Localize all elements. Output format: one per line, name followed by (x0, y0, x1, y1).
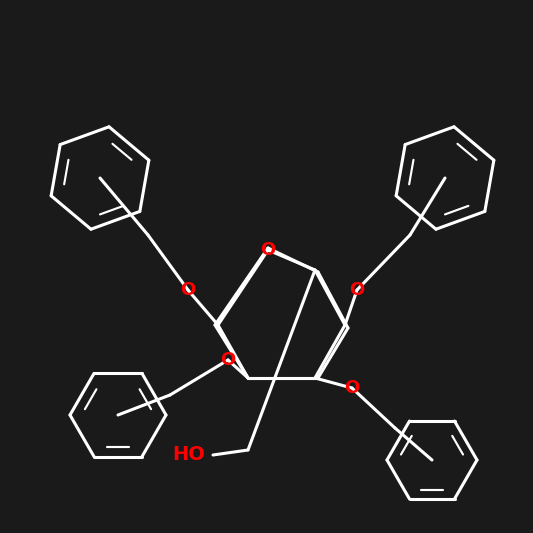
Text: O: O (261, 241, 276, 259)
Text: O: O (349, 281, 365, 299)
Text: O: O (344, 379, 360, 397)
Text: O: O (180, 281, 196, 299)
Text: HO: HO (172, 446, 205, 464)
Text: O: O (220, 351, 236, 369)
